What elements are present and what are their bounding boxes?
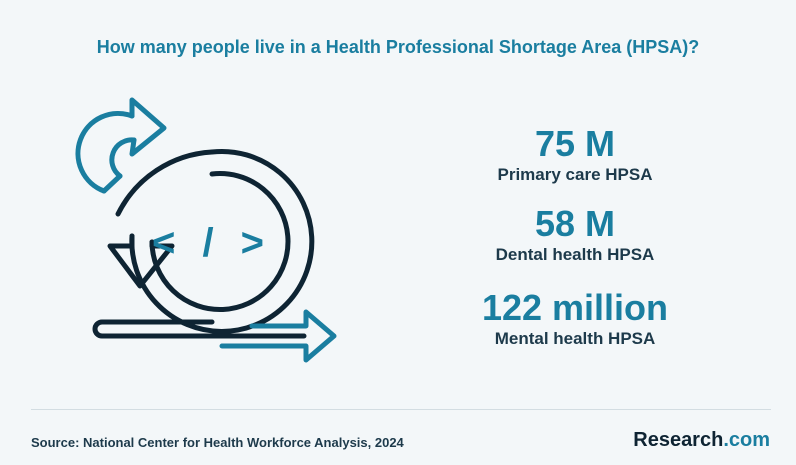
small-cycle-arrow-icon	[75, 97, 167, 194]
brand-suffix: .com	[723, 429, 770, 451]
stat-mental-health: 122 million Mental health HPSA	[440, 288, 710, 350]
brand-main: Research	[633, 429, 724, 451]
code-glyph: < / >	[152, 221, 272, 265]
stat-value: 58 M	[534, 203, 616, 244]
stat-value: 122 million	[481, 287, 669, 328]
stats-panel: 75 M Primary care HPSA 58 M Dental healt…	[440, 124, 710, 366]
agile-cycle-code-icon: < / >	[75, 97, 337, 363]
right-arrow-icon	[219, 309, 337, 363]
source-note: Source: National Center for Health Workf…	[31, 435, 404, 450]
stat-value: 75 M	[534, 123, 616, 164]
brand-logo: Research.com	[633, 429, 770, 452]
stat-label: Primary care HPSA	[497, 165, 653, 184]
main-cycle-arrow-icon	[107, 148, 315, 334]
footer-divider	[31, 409, 771, 410]
stat-label: Mental health HPSA	[494, 329, 656, 348]
page-title: How many people live in a Health Profess…	[96, 37, 700, 57]
stat-primary-care: 75 M Primary care HPSA	[440, 124, 710, 186]
stat-dental-health: 58 M Dental health HPSA	[440, 204, 710, 266]
stat-label: Dental health HPSA	[495, 245, 655, 264]
